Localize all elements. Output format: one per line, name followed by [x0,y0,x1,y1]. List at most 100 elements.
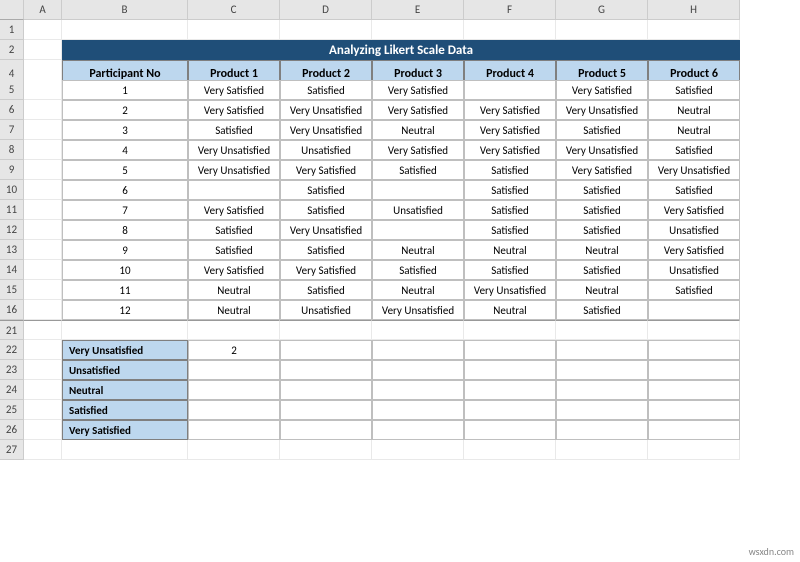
data-cell-r5-c1[interactable] [188,180,280,200]
data-cell-r6-c4[interactable]: Satisfied [464,200,556,220]
data-cell-r5-c2[interactable]: Satisfied [280,180,372,200]
data-cell-r1-c0[interactable]: 2 [62,100,188,120]
data-cell-r10-c1[interactable]: Neutral [188,280,280,300]
row-header-16[interactable]: 16 [0,300,24,320]
col-header-C[interactable]: C [188,0,280,20]
data-cell-r7-c5[interactable]: Satisfied [556,220,648,240]
cell[interactable] [372,20,464,40]
row-header-10[interactable]: 10 [0,180,24,200]
summary-cell-r0-c1[interactable] [280,340,372,360]
data-cell-r2-c4[interactable]: Very Satisfied [464,120,556,140]
cell[interactable] [24,440,62,460]
cell[interactable] [556,440,648,460]
col-header-E[interactable]: E [372,0,464,20]
summary-cell-r2-c5[interactable] [648,380,740,400]
data-cell-r3-c2[interactable]: Unsatisfied [280,140,372,160]
cell[interactable] [24,220,62,240]
data-cell-r2-c5[interactable]: Satisfied [556,120,648,140]
summary-cell-r2-c3[interactable] [464,380,556,400]
data-cell-r6-c5[interactable]: Satisfied [556,200,648,220]
summary-cell-r0-c4[interactable] [556,340,648,360]
summary-cell-r2-c1[interactable] [280,380,372,400]
data-cell-r0-c3[interactable]: Very Satisfied [372,80,464,100]
summary-cell-r4-c2[interactable] [372,420,464,440]
data-cell-r3-c3[interactable]: Very Satisfied [372,140,464,160]
data-cell-r7-c3[interactable] [372,220,464,240]
data-cell-r7-c2[interactable]: Very Unsatisfied [280,220,372,240]
data-cell-r9-c0[interactable]: 10 [62,260,188,280]
summary-cell-r3-c1[interactable] [280,400,372,420]
cell[interactable] [62,320,188,340]
data-cell-r0-c6[interactable]: Satisfied [648,80,740,100]
summary-cell-r2-c4[interactable] [556,380,648,400]
cell[interactable] [556,320,648,340]
data-cell-r7-c4[interactable]: Satisfied [464,220,556,240]
cell[interactable] [24,260,62,280]
summary-cell-r1-c3[interactable] [464,360,556,380]
col-header-F[interactable]: F [464,0,556,20]
data-cell-r2-c2[interactable]: Very Unsatisfied [280,120,372,140]
cell[interactable] [372,440,464,460]
data-cell-r1-c6[interactable]: Neutral [648,100,740,120]
data-cell-r8-c2[interactable]: Satisfied [280,240,372,260]
col-header-B[interactable]: B [62,0,188,20]
summary-cell-r1-c5[interactable] [648,360,740,380]
summary-cell-r4-c0[interactable] [188,420,280,440]
cell[interactable] [24,320,62,340]
cell[interactable] [464,20,556,40]
cell[interactable] [24,340,62,360]
data-cell-r3-c0[interactable]: 4 [62,140,188,160]
cell[interactable] [24,240,62,260]
data-cell-r4-c2[interactable]: Very Satisfied [280,160,372,180]
data-cell-r3-c4[interactable]: Very Satisfied [464,140,556,160]
row-header-6[interactable]: 6 [0,100,24,120]
cell[interactable] [188,20,280,40]
row-header-11[interactable]: 11 [0,200,24,220]
summary-cell-r4-c4[interactable] [556,420,648,440]
col-header-G[interactable]: G [556,0,648,20]
data-cell-r1-c4[interactable]: Very Satisfied [464,100,556,120]
data-cell-r5-c4[interactable]: Satisfied [464,180,556,200]
data-cell-r8-c0[interactable]: 9 [62,240,188,260]
row-header-25[interactable]: 25 [0,400,24,420]
data-cell-r10-c2[interactable]: Satisfied [280,280,372,300]
data-cell-r11-c5[interactable]: Satisfied [556,300,648,320]
row-header-23[interactable]: 23 [0,360,24,380]
cell[interactable] [280,440,372,460]
data-cell-r8-c1[interactable]: Satisfied [188,240,280,260]
row-header-27[interactable]: 27 [0,440,24,460]
summary-cell-r3-c2[interactable] [372,400,464,420]
summary-cell-r4-c3[interactable] [464,420,556,440]
data-cell-r9-c4[interactable]: Satisfied [464,260,556,280]
row-header-7[interactable]: 7 [0,120,24,140]
data-cell-r8-c5[interactable]: Neutral [556,240,648,260]
data-cell-r7-c0[interactable]: 8 [62,220,188,240]
data-cell-r10-c5[interactable]: Neutral [556,280,648,300]
cell[interactable] [188,440,280,460]
data-cell-r9-c1[interactable]: Very Satisfied [188,260,280,280]
col-header-H[interactable]: H [648,0,740,20]
cell[interactable] [24,400,62,420]
cell[interactable] [24,100,62,120]
cell[interactable] [24,80,62,100]
row-header-21[interactable]: 21 [0,320,24,340]
data-cell-r4-c1[interactable]: Very Unsatisfied [188,160,280,180]
summary-cell-r1-c0[interactable] [188,360,280,380]
data-cell-r4-c5[interactable]: Very Satisfied [556,160,648,180]
data-cell-r9-c2[interactable]: Very Satisfied [280,260,372,280]
data-cell-r9-c5[interactable]: Satisfied [556,260,648,280]
data-cell-r0-c2[interactable]: Satisfied [280,80,372,100]
data-cell-r6-c0[interactable]: 7 [62,200,188,220]
cell[interactable] [556,20,648,40]
cell[interactable] [24,120,62,140]
data-cell-r0-c0[interactable]: 1 [62,80,188,100]
data-cell-r5-c6[interactable]: Satisfied [648,180,740,200]
data-cell-r9-c6[interactable]: Unsatisfied [648,260,740,280]
cell[interactable] [648,440,740,460]
data-cell-r3-c1[interactable]: Very Unsatisfied [188,140,280,160]
row-header-12[interactable]: 12 [0,220,24,240]
summary-cell-r1-c2[interactable] [372,360,464,380]
data-cell-r0-c4[interactable] [464,80,556,100]
data-cell-r3-c5[interactable]: Very Unsatisfied [556,140,648,160]
data-cell-r6-c6[interactable]: Very Satisfied [648,200,740,220]
